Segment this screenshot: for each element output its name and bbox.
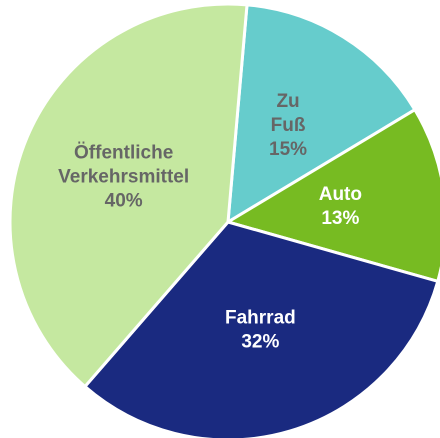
pie-slice [8,2,249,389]
pie-slice [226,3,417,225]
label-line: Auto [319,184,362,205]
value-label: 40% [105,191,143,212]
label-line: Verkehrsmittel [58,167,189,188]
pie-slice [82,220,440,438]
label-line: Öffentliche [74,143,173,164]
label-line: Fahrrad [225,308,296,329]
value-label: 13% [321,208,359,229]
slice-label: Zu Fuß [271,91,306,136]
label-line: Fuß [271,115,306,136]
slice-label: Fahrrad [225,308,296,329]
value-label: 15% [269,139,307,160]
pie-slice [224,107,440,284]
slice-label: Auto [319,184,362,205]
value-label: 32% [241,332,279,353]
label-line: Zu [276,91,299,112]
slice-label: Öffentliche Verkehrsmittel [58,143,189,188]
